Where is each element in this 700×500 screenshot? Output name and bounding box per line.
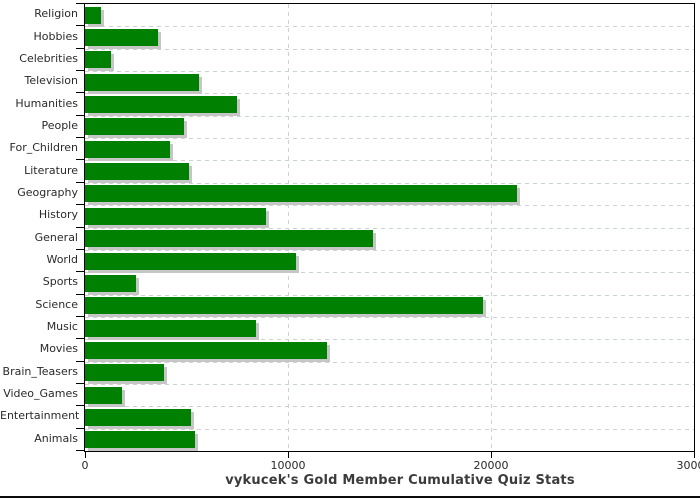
category-label: General — [34, 231, 78, 244]
bar-religion — [85, 7, 101, 24]
x-axis-tick — [85, 452, 86, 458]
bar-humanities — [85, 96, 237, 113]
bar-entertainment — [85, 409, 191, 426]
horizontal-gridline — [85, 429, 694, 430]
horizontal-gridline — [85, 339, 694, 340]
horizontal-gridline — [85, 317, 694, 318]
category-label: Hobbies — [33, 30, 78, 43]
x-tick-label: 30000 — [676, 459, 700, 472]
bar-literature — [85, 163, 189, 180]
horizontal-gridline — [85, 116, 694, 117]
category-label: Celebrities — [19, 52, 78, 65]
category-label: Television — [24, 74, 79, 87]
horizontal-gridline — [85, 362, 694, 363]
horizontal-gridline — [85, 26, 694, 27]
category-label: Music — [46, 320, 78, 333]
bar-video_games — [85, 387, 122, 404]
category-label: Movies — [39, 342, 78, 355]
category-label: History — [38, 208, 78, 221]
bar-people — [85, 118, 184, 135]
bar-brain_teasers — [85, 364, 164, 381]
bar-science — [85, 297, 483, 314]
horizontal-gridline — [85, 93, 694, 94]
bar-music — [85, 320, 256, 337]
bar-for_children — [85, 141, 170, 158]
horizontal-gridline — [85, 205, 694, 206]
bar-television — [85, 74, 199, 91]
x-axis-tick — [491, 452, 492, 458]
bar-animals — [85, 431, 195, 448]
y-axis-tick — [76, 383, 84, 384]
y-axis-tick — [76, 405, 84, 406]
y-axis-tick — [76, 92, 84, 93]
bottom-frame-border — [0, 496, 700, 498]
category-label: Religion — [34, 7, 78, 20]
bar-geography — [85, 185, 517, 202]
y-axis-tick — [76, 338, 84, 339]
y-axis-tick — [76, 361, 84, 362]
bar-hobbies — [85, 29, 158, 46]
y-axis-tick — [76, 271, 84, 272]
bar-world — [85, 253, 296, 270]
bar-history — [85, 208, 266, 225]
y-axis-tick — [76, 204, 84, 205]
x-tick-label: 0 — [81, 459, 89, 472]
category-label: Geography — [17, 186, 78, 199]
horizontal-gridline — [85, 272, 694, 273]
horizontal-gridline — [85, 250, 694, 251]
category-label: People — [41, 119, 78, 132]
horizontal-gridline — [85, 406, 694, 407]
category-label: Brain_Teasers — [2, 365, 78, 378]
bar-sports — [85, 275, 136, 292]
x-tick-label: 10000 — [270, 459, 306, 472]
x-axis-tick — [288, 452, 289, 458]
horizontal-gridline — [85, 160, 694, 161]
category-label: Animals — [34, 432, 78, 445]
horizontal-gridline — [85, 295, 694, 296]
y-axis-tick — [76, 25, 84, 26]
horizontal-gridline — [85, 384, 694, 385]
category-label: Science — [35, 298, 78, 311]
y-axis-tick — [76, 249, 84, 250]
category-label: Humanities — [15, 97, 78, 110]
chart-title: vykucek's Gold Member Cumulative Quiz St… — [225, 473, 575, 488]
bar-celebrities — [85, 51, 111, 68]
y-axis-tick — [76, 428, 84, 429]
y-axis-tick — [76, 294, 84, 295]
x-tick-label: 20000 — [473, 459, 509, 472]
bar-general — [85, 230, 373, 247]
horizontal-gridline — [85, 71, 694, 72]
y-axis-tick — [76, 115, 84, 116]
horizontal-gridline — [85, 138, 694, 139]
y-axis-tick — [76, 227, 84, 228]
y-axis-tick — [76, 70, 84, 71]
y-axis-tick — [76, 182, 84, 183]
category-label: Literature — [24, 164, 78, 177]
y-axis-tick — [76, 48, 84, 49]
horizontal-gridline — [85, 183, 694, 184]
y-axis-tick — [76, 159, 84, 160]
vertical-gridline — [288, 4, 289, 451]
plot-area — [84, 3, 695, 452]
category-label: Entertainment — [0, 409, 80, 422]
category-label: For_Children — [9, 141, 78, 154]
horizontal-gridline — [85, 228, 694, 229]
x-axis-tick — [694, 452, 695, 458]
category-label: Sports — [42, 275, 78, 288]
category-label: World — [46, 253, 78, 266]
category-label: Video_Games — [3, 387, 78, 400]
horizontal-gridline — [85, 49, 694, 50]
bar-movies — [85, 342, 327, 359]
y-axis-tick — [76, 450, 84, 451]
y-axis-tick — [76, 316, 84, 317]
y-axis-tick — [76, 3, 84, 4]
vertical-gridline — [491, 4, 492, 451]
y-axis-tick — [76, 137, 84, 138]
